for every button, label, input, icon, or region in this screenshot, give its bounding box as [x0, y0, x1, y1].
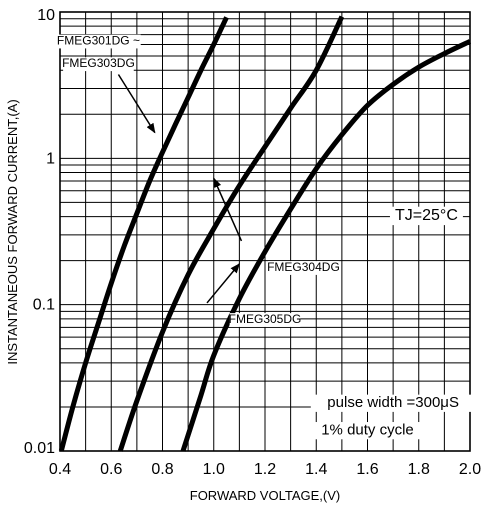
x-tick-label: 1.2 — [254, 461, 276, 478]
annotation-background — [56, 34, 141, 49]
x-tick-label: 1.0 — [203, 461, 225, 478]
annotation-label: pulse width =300μS — [327, 394, 459, 411]
x-tick-label: 0.6 — [100, 461, 122, 478]
y-axis-label: INSTANTANEOUS FORWARD CURRENT,(A) — [5, 99, 20, 364]
x-axis-label: FORWARD VOLTAGE,(V) — [190, 488, 340, 503]
annotation-background — [389, 206, 463, 226]
y-tick-label: 1 — [46, 150, 55, 167]
tick-labels: 0.4 0.6 0.8 1.0 1.2 1.4 1.6 1.8 2.0 0.01 0.1 1 10 — [24, 7, 481, 478]
x-tick-label: 1.6 — [356, 461, 378, 478]
annotation-background — [306, 422, 429, 440]
y-tick-label: 0.1 — [33, 297, 55, 314]
series-curve — [117, 15, 345, 452]
annotations: FMEG301DG ~ FMEG303DG FMEG304DG FMEG305DG TJ… — [56, 33, 476, 440]
annotation-background — [310, 394, 476, 412]
y-tick-label: 10 — [37, 7, 55, 24]
x-tick-label: 1.4 — [305, 461, 327, 478]
annotation-arrow — [117, 74, 156, 134]
x-tick-label: 1.8 — [408, 461, 430, 478]
annotation-label: 1% duty cycle — [321, 421, 414, 438]
annotation-background — [268, 261, 339, 275]
annotation-label: FMEG304DG — [267, 260, 340, 274]
x-tick-label: 0.8 — [151, 461, 173, 478]
annotation-label: TJ=25°C — [395, 207, 458, 224]
annotation-background — [229, 313, 301, 327]
annotation-label: FMEG303DG — [62, 56, 135, 70]
annotation-arrow — [213, 177, 243, 242]
series-curve — [180, 39, 472, 452]
x-tick-label: 2.0 — [459, 461, 481, 478]
series-curve — [58, 16, 229, 452]
annotation-label: FMEG301DG ~ — [57, 33, 140, 47]
x-tick-label: 0.4 — [49, 461, 71, 478]
curves — [58, 15, 472, 452]
y-tick-label: 0.01 — [24, 440, 55, 457]
plot-frame — [59, 11, 471, 452]
annotation-label: FMEG305DG — [229, 312, 302, 326]
annotation-arrow — [206, 263, 241, 304]
annotation-background — [63, 57, 134, 72]
